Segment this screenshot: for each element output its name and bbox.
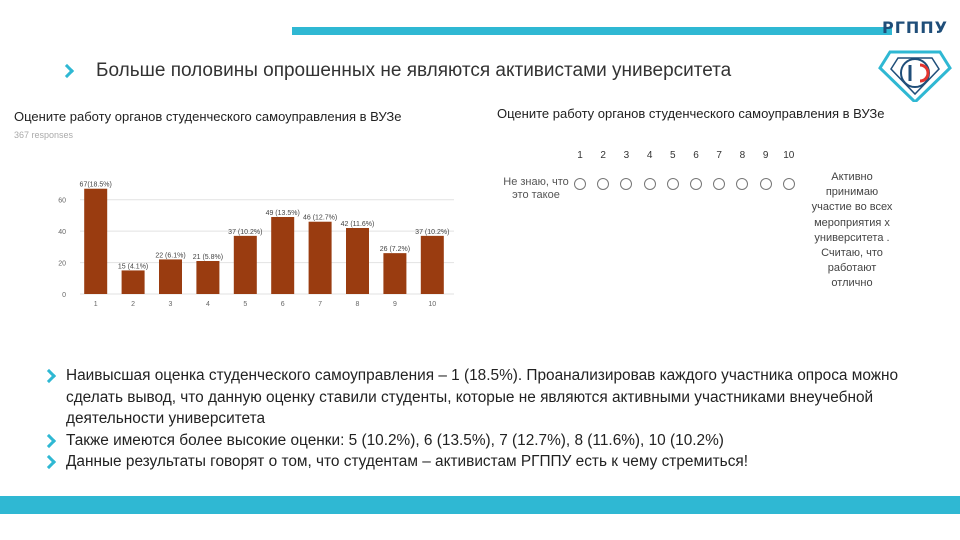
- scale-number: 5: [670, 150, 676, 161]
- scale-number: 1: [577, 150, 583, 161]
- x-tick-label: 4: [206, 301, 210, 308]
- scale-number: 7: [716, 150, 722, 161]
- data-label: 21 (5.8%): [193, 254, 223, 261]
- rating-radio-6[interactable]: [690, 178, 702, 190]
- x-tick-label: 8: [356, 301, 360, 308]
- x-tick-label: 3: [169, 301, 173, 308]
- rating-radio-10[interactable]: [782, 178, 795, 190]
- rgppu-logo: РГППУ: [876, 18, 954, 102]
- x-tick-label: 6: [281, 301, 285, 308]
- x-tick-label: 9: [393, 301, 397, 308]
- x-tick-label: 1: [94, 301, 98, 308]
- rating-radio-2[interactable]: [597, 178, 610, 190]
- bullet-chevron-icon: [41, 368, 57, 384]
- bullet-text: Также имеются более высокие оценки: 5 (1…: [66, 431, 724, 449]
- data-label: 67(18.5%): [80, 182, 112, 189]
- data-label: 26 (7.2%): [380, 246, 410, 253]
- slide-title: Больше половины опрошенных не являются а…: [96, 60, 732, 81]
- bottom-accent-bar: [0, 496, 960, 514]
- rating-radio-1[interactable]: [574, 178, 586, 190]
- bullet-item: Данные результаты говорят о том, что сту…: [40, 451, 940, 473]
- y-tick-label: 20: [58, 261, 66, 268]
- scale-number: 9: [762, 150, 769, 161]
- x-tick-label: 7: [318, 301, 322, 308]
- scale-number: 2: [600, 150, 606, 161]
- bar: [159, 259, 182, 294]
- x-tick-label: 5: [243, 301, 247, 308]
- data-label: 49 (13.5%): [266, 210, 300, 217]
- rating-radio-3[interactable]: [620, 178, 633, 190]
- x-tick-label: 2: [131, 301, 135, 308]
- logo-text: РГППУ: [881, 18, 949, 37]
- x-tick-label: 10: [428, 301, 436, 308]
- y-tick-label: 0: [62, 292, 66, 299]
- bullet-text: Данные результаты говорят о том, что сту…: [66, 453, 749, 470]
- rating-radio-9[interactable]: [759, 178, 772, 190]
- bar: [271, 217, 295, 294]
- rating-radio-7[interactable]: [713, 178, 726, 190]
- rating-radio-4[interactable]: [643, 178, 656, 190]
- left-question-title: Оцените работу органов студенческого сам…: [14, 109, 402, 124]
- scale-left-label: Не знаю, что это такое: [503, 176, 569, 201]
- bar: [121, 270, 145, 294]
- y-tick-label: 60: [58, 198, 66, 205]
- bullet-text: Наивысшая оценка студенческого самоуправ…: [66, 367, 899, 427]
- scale-number: 6: [693, 150, 699, 161]
- bar: [84, 188, 108, 294]
- bar: [346, 228, 369, 294]
- rating-radio-8[interactable]: [736, 178, 749, 190]
- data-label: 42 (11.6%): [341, 221, 375, 228]
- bar: [233, 235, 257, 294]
- data-label: 22 (6.1%): [155, 252, 185, 259]
- scale-number: 3: [623, 150, 630, 161]
- bar: [196, 261, 220, 294]
- bar: [308, 221, 332, 294]
- bar: [383, 253, 407, 294]
- bullet-chevron-icon: [41, 454, 57, 470]
- right-question-title: Оцените работу органов студенческого сам…: [497, 106, 885, 121]
- data-label: 37 (10.2%): [415, 229, 449, 236]
- rgppu-diamond-logo-icon: [878, 50, 952, 102]
- data-label: 46 (12.7%): [303, 215, 337, 222]
- y-tick-label: 40: [58, 229, 66, 236]
- bullet-item: Также имеются более высокие оценки: 5 (1…: [40, 430, 940, 452]
- scale-number: 8: [739, 150, 746, 161]
- bullet-list: Наивысшая оценка студенческого самоуправ…: [40, 365, 940, 473]
- top-accent-bar: [292, 27, 892, 35]
- responses-count: 367 responses: [14, 130, 74, 140]
- bar-chart: 0 20 40 60 67(18.5%) 1 15 (4.1%) 2 22 (6.1%) 3 21 …: [58, 182, 454, 308]
- bullet-item: Наивысшая оценка студенческого самоуправ…: [40, 365, 940, 430]
- data-label: 37 (10.2%): [228, 229, 262, 236]
- scale-number: 4: [646, 150, 653, 161]
- scale-number: 10: [783, 150, 795, 161]
- data-label: 15 (4.1%): [118, 263, 148, 270]
- bar: [420, 235, 444, 294]
- rating-radio-5[interactable]: [666, 178, 679, 190]
- bullet-chevron-icon: [41, 433, 57, 448]
- title-chevron-icon: [59, 63, 75, 79]
- scale-right-label: Активно принимаю участие во всех меропри…: [811, 171, 893, 290]
